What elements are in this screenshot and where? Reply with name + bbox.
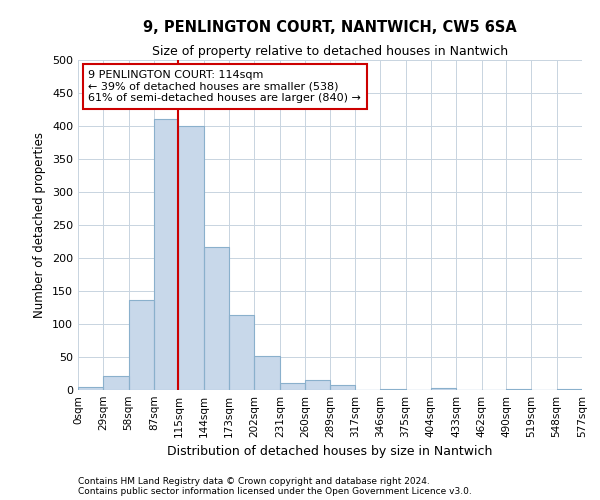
Text: Contains HM Land Registry data © Crown copyright and database right 2024.: Contains HM Land Registry data © Crown c… xyxy=(78,478,430,486)
Text: Contains public sector information licensed under the Open Government Licence v3: Contains public sector information licen… xyxy=(78,488,472,496)
Text: Size of property relative to detached houses in Nantwich: Size of property relative to detached ho… xyxy=(152,45,508,58)
X-axis label: Distribution of detached houses by size in Nantwich: Distribution of detached houses by size … xyxy=(167,446,493,458)
Text: 9 PENLINGTON COURT: 114sqm
← 39% of detached houses are smaller (538)
61% of sem: 9 PENLINGTON COURT: 114sqm ← 39% of deta… xyxy=(88,70,361,103)
Y-axis label: Number of detached properties: Number of detached properties xyxy=(34,132,46,318)
Text: 9, PENLINGTON COURT, NANTWICH, CW5 6SA: 9, PENLINGTON COURT, NANTWICH, CW5 6SA xyxy=(143,20,517,35)
